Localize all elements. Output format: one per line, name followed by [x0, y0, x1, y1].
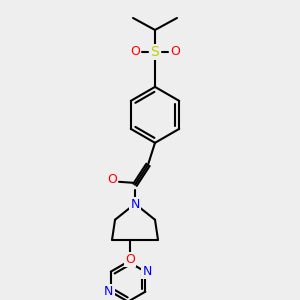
Text: N: N — [130, 198, 140, 211]
Text: O: O — [130, 45, 140, 58]
Text: N: N — [104, 285, 113, 298]
Text: S: S — [151, 45, 159, 59]
Text: O: O — [125, 253, 135, 266]
Text: O: O — [170, 45, 180, 58]
Text: N: N — [142, 265, 152, 278]
Text: O: O — [107, 173, 117, 186]
